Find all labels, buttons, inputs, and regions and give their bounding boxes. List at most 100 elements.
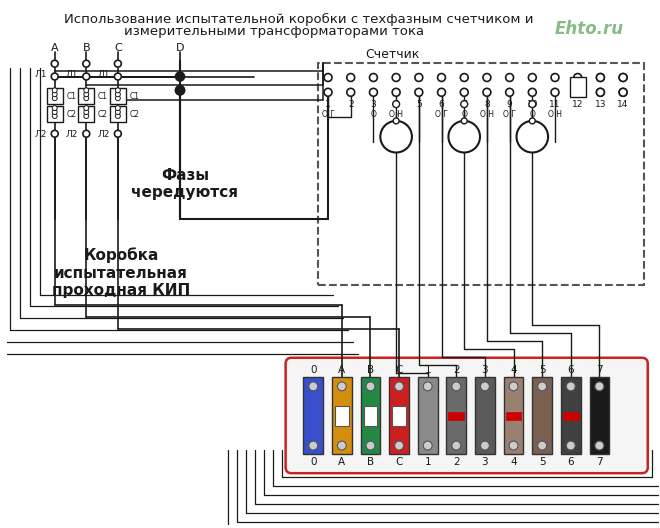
Circle shape [370, 88, 378, 96]
Circle shape [538, 441, 546, 450]
Text: О Н: О Н [389, 109, 403, 118]
Text: C: C [114, 43, 121, 53]
Text: 10: 10 [527, 100, 538, 109]
Circle shape [51, 130, 58, 137]
Circle shape [309, 382, 317, 391]
Bar [332, 378, 352, 455]
Circle shape [597, 73, 605, 81]
Bar [448, 412, 464, 420]
Text: C: C [395, 365, 403, 374]
Circle shape [52, 96, 57, 101]
Circle shape [423, 382, 432, 391]
Circle shape [52, 92, 57, 97]
Circle shape [529, 118, 535, 124]
Circle shape [574, 88, 581, 96]
Text: С1: С1 [67, 92, 77, 101]
Circle shape [52, 106, 57, 110]
Circle shape [483, 88, 491, 96]
Bar [389, 378, 409, 455]
Text: 0: 0 [310, 365, 317, 374]
Circle shape [309, 441, 317, 450]
Circle shape [529, 88, 537, 96]
Text: 3: 3 [482, 457, 488, 467]
Circle shape [460, 73, 468, 81]
Text: С2: С2 [67, 109, 77, 118]
Text: 3: 3 [370, 100, 376, 109]
Text: Л2: Л2 [66, 130, 79, 139]
Circle shape [448, 121, 480, 153]
Circle shape [52, 110, 57, 115]
Text: 2: 2 [453, 457, 459, 467]
Circle shape [415, 73, 423, 81]
Text: D: D [176, 43, 184, 53]
Text: 1: 1 [424, 365, 431, 374]
Text: О: О [461, 109, 467, 118]
Text: О Г: О Г [321, 109, 335, 118]
Text: 6: 6 [439, 100, 444, 109]
Circle shape [84, 106, 88, 110]
Circle shape [566, 382, 576, 391]
Circle shape [52, 88, 57, 93]
Text: С1: С1 [98, 92, 108, 101]
Text: С1: С1 [130, 92, 140, 101]
Text: Л1: Л1 [98, 70, 110, 79]
Circle shape [337, 441, 346, 450]
Circle shape [461, 118, 467, 124]
FancyBboxPatch shape [286, 358, 647, 473]
Text: О: О [370, 109, 376, 118]
Circle shape [366, 382, 375, 391]
Circle shape [114, 60, 121, 67]
Bar [589, 378, 609, 455]
Circle shape [452, 441, 461, 450]
Circle shape [619, 73, 627, 81]
Circle shape [506, 88, 513, 96]
Circle shape [82, 130, 90, 137]
Bar [110, 88, 126, 104]
Circle shape [115, 96, 120, 101]
Text: 14: 14 [617, 100, 629, 109]
Circle shape [366, 441, 375, 450]
Bar [318, 63, 644, 285]
Circle shape [115, 88, 120, 93]
Bar [364, 406, 378, 426]
Text: Л1: Л1 [34, 70, 47, 79]
Circle shape [392, 73, 400, 81]
Text: Л1: Л1 [66, 70, 79, 79]
Circle shape [176, 86, 184, 95]
Text: 3: 3 [482, 365, 488, 374]
Bar [304, 378, 323, 455]
Text: 7: 7 [596, 365, 603, 374]
Text: 5: 5 [539, 457, 545, 467]
Circle shape [84, 92, 88, 97]
Text: 12: 12 [572, 100, 583, 109]
Circle shape [324, 88, 332, 96]
Bar [475, 378, 495, 455]
Circle shape [395, 441, 403, 450]
Circle shape [415, 88, 423, 96]
Circle shape [619, 88, 627, 96]
Circle shape [115, 92, 120, 97]
Circle shape [337, 382, 346, 391]
Text: измерительными трансформаторами тока: измерительными трансформаторами тока [123, 25, 424, 37]
Circle shape [438, 73, 446, 81]
Text: 2: 2 [453, 365, 459, 374]
Text: 2: 2 [348, 100, 354, 109]
Circle shape [51, 60, 58, 67]
Circle shape [597, 73, 605, 81]
Circle shape [380, 121, 412, 153]
Bar [79, 106, 94, 122]
Bar [47, 88, 63, 104]
Text: 1: 1 [424, 457, 431, 467]
Text: 4: 4 [393, 100, 399, 109]
Text: A: A [339, 365, 345, 374]
Text: 5: 5 [539, 365, 545, 374]
Bar [561, 378, 581, 455]
Circle shape [115, 114, 120, 118]
Text: A: A [51, 43, 59, 53]
Circle shape [346, 88, 354, 96]
Text: C: C [395, 457, 403, 467]
Circle shape [115, 110, 120, 115]
Text: С2: С2 [130, 109, 140, 118]
Circle shape [619, 73, 627, 81]
Circle shape [392, 88, 400, 96]
